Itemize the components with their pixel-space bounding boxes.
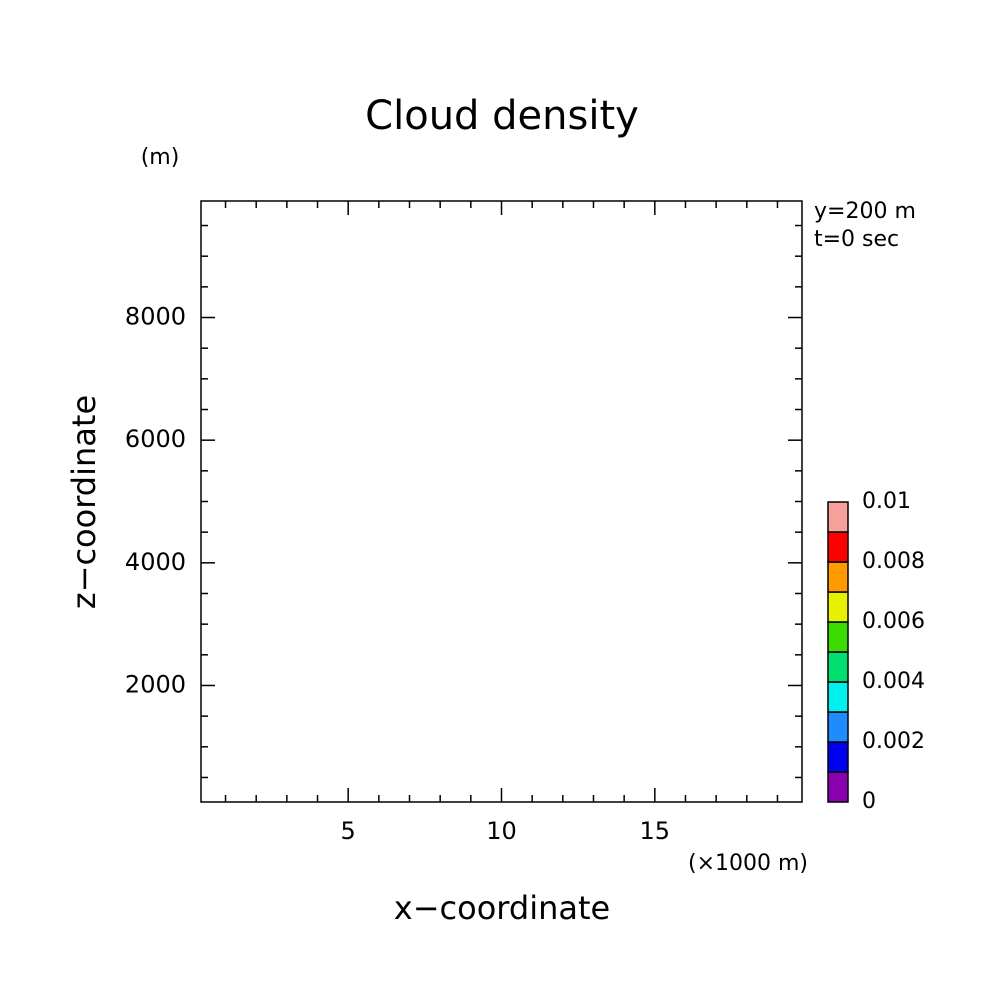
- annotation: t=0 sec: [814, 227, 899, 252]
- x-tick-label: 15: [640, 817, 671, 845]
- colorbar-box: [827, 681, 849, 713]
- x-tick-label: 10: [486, 817, 517, 845]
- y-unit: (m): [141, 145, 180, 170]
- colorbar-box: [827, 711, 849, 743]
- colorbar-box: [827, 531, 849, 563]
- colorbar-box: [827, 741, 849, 773]
- colorbar-box: [827, 501, 849, 533]
- y-tick-label: 4000: [125, 548, 186, 576]
- annotation: y=200 m: [814, 199, 916, 224]
- colorbar-label: 0.002: [862, 729, 925, 754]
- colorbar-box: [827, 621, 849, 653]
- x-axis-label: x−coordinate: [394, 889, 610, 927]
- colorbar-label: 0.008: [862, 549, 925, 574]
- y-tick-label: 8000: [125, 303, 186, 331]
- colorbar-label: 0: [862, 789, 876, 814]
- y-tick-label: 2000: [125, 670, 186, 698]
- colorbar-box: [827, 771, 849, 803]
- colorbar-box: [827, 561, 849, 593]
- colorbar-label: 0.01: [862, 489, 911, 514]
- x-tick-label: 5: [341, 817, 356, 845]
- y-tick-label: 6000: [125, 425, 186, 453]
- x-unit: (×1000 m): [688, 851, 808, 876]
- colorbar-label: 0.006: [862, 609, 925, 634]
- colorbar-label: 0.004: [862, 669, 925, 694]
- y-axis-label: z−coordinate: [65, 395, 103, 609]
- chart-title: Cloud density: [365, 93, 639, 139]
- colorbar-box: [827, 591, 849, 623]
- colorbar-box: [827, 651, 849, 683]
